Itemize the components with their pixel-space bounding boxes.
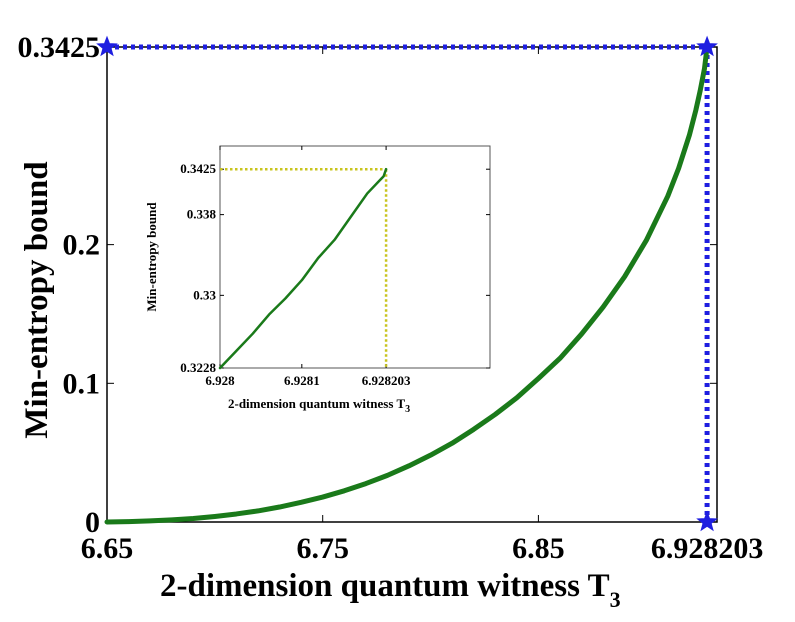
y-tick-label: 0.2 xyxy=(63,229,101,262)
star-marker xyxy=(696,35,718,57)
series-line xyxy=(218,167,388,370)
x-tick-label: 6.65 xyxy=(81,532,134,565)
inset-chart: 6.928 6.9281 6.928203 0.3228 0.33 0.338 0.3425… xyxy=(144,145,491,415)
x-tick-label: 6.928 xyxy=(205,373,235,388)
inset-y-axis-label: Min-entropy bound xyxy=(144,202,159,312)
x-tick-label: 6.928203 xyxy=(362,373,411,388)
main-y-axis-label: Min-entropy bound xyxy=(19,161,55,438)
x-tick-label: 6.9281 xyxy=(284,373,320,388)
main-markers xyxy=(96,35,718,532)
main-chart: 6.65 6.75 6.85 6.928203 0 0.1 0.2 0.3425 2-dime… xyxy=(18,31,764,612)
x-tick-label: 6.75 xyxy=(296,532,349,565)
y-tick-label: 0.3228 xyxy=(180,360,216,375)
y-tick-label: 0 xyxy=(85,506,100,539)
y-tick-label: 0.3425 xyxy=(180,161,216,176)
x-tick-label: 6.928203 xyxy=(651,532,764,565)
main-series xyxy=(104,44,710,525)
inset-tick-labels: 6.928 6.9281 6.928203 0.3228 0.33 0.338 0.3425 xyxy=(180,161,411,388)
y-tick-label: 0.338 xyxy=(187,207,217,222)
main-tick-labels: 6.65 6.75 6.85 6.928203 0 0.1 0.2 0.3425 xyxy=(18,31,764,565)
y-tick-label: 0.33 xyxy=(193,287,216,302)
star-marker xyxy=(696,510,718,532)
series-line xyxy=(104,44,710,525)
y-tick-label: 0.3425 xyxy=(18,31,101,64)
x-tick-label: 6.85 xyxy=(512,532,565,565)
main-x-axis-label: 2-dimension quantum witness T3 xyxy=(160,568,621,612)
inset-x-axis-label: 2-dimension quantum witness T3 xyxy=(228,396,410,415)
main-guide-lines xyxy=(107,44,710,522)
star-marker xyxy=(96,35,118,57)
inset-guide-lines xyxy=(220,167,388,368)
inset-plot-frame xyxy=(219,145,491,369)
y-tick-label: 0.1 xyxy=(63,367,101,400)
inset-series xyxy=(218,167,388,370)
